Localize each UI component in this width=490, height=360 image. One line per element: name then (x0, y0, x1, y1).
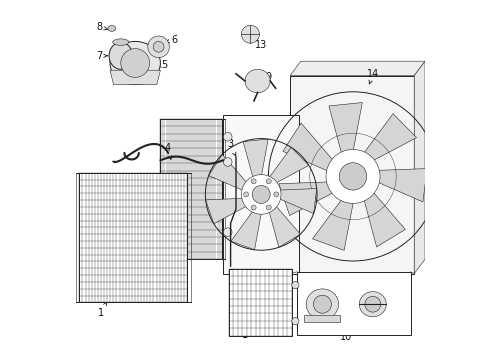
Ellipse shape (359, 292, 386, 317)
Circle shape (292, 282, 299, 289)
Polygon shape (360, 181, 405, 247)
Bar (297, 272, 411, 335)
Circle shape (223, 132, 232, 141)
Text: 15: 15 (251, 141, 264, 156)
Polygon shape (79, 173, 187, 302)
Circle shape (223, 158, 232, 166)
Circle shape (314, 295, 331, 313)
Ellipse shape (108, 26, 116, 31)
Text: 4: 4 (165, 143, 172, 159)
Circle shape (365, 296, 381, 312)
Polygon shape (283, 123, 343, 177)
Circle shape (244, 192, 248, 197)
Circle shape (223, 228, 232, 237)
Circle shape (251, 179, 256, 184)
Polygon shape (209, 154, 254, 195)
Polygon shape (268, 189, 317, 213)
Polygon shape (206, 198, 257, 224)
Polygon shape (231, 202, 263, 250)
Text: 6: 6 (166, 35, 178, 45)
Polygon shape (414, 61, 425, 274)
Text: 13: 13 (255, 37, 268, 50)
Bar (304, 315, 341, 322)
Circle shape (121, 49, 149, 77)
Text: 7: 7 (96, 51, 108, 61)
Circle shape (252, 185, 270, 203)
Circle shape (242, 25, 259, 43)
Circle shape (326, 149, 380, 203)
Text: 1: 1 (98, 302, 106, 318)
Text: 11: 11 (298, 301, 315, 315)
Circle shape (266, 179, 271, 184)
Circle shape (292, 318, 299, 325)
Polygon shape (160, 119, 221, 259)
Polygon shape (363, 168, 427, 202)
Ellipse shape (109, 42, 132, 69)
Polygon shape (110, 70, 160, 85)
Text: 14: 14 (367, 69, 379, 84)
Circle shape (274, 192, 279, 197)
Text: 5: 5 (158, 60, 167, 70)
Bar (290, 76, 414, 274)
Polygon shape (243, 139, 268, 189)
Circle shape (242, 175, 281, 214)
Bar (229, 269, 292, 336)
Circle shape (148, 36, 170, 58)
Bar (223, 115, 299, 274)
Ellipse shape (306, 289, 339, 320)
Polygon shape (279, 181, 346, 216)
Text: 3: 3 (227, 139, 236, 156)
Ellipse shape (113, 39, 129, 45)
Polygon shape (355, 114, 416, 167)
Ellipse shape (245, 69, 270, 93)
Polygon shape (266, 198, 300, 247)
Ellipse shape (110, 41, 160, 85)
Text: 1: 1 (242, 324, 250, 340)
Polygon shape (329, 103, 362, 168)
Text: 12: 12 (361, 301, 373, 315)
Text: 9: 9 (265, 72, 271, 88)
Polygon shape (290, 61, 425, 76)
Text: 10: 10 (340, 332, 352, 342)
Circle shape (251, 205, 256, 210)
Circle shape (266, 205, 271, 210)
Polygon shape (313, 188, 356, 250)
Circle shape (153, 41, 164, 52)
Text: 2: 2 (143, 175, 155, 185)
Circle shape (339, 163, 367, 190)
Text: 8: 8 (96, 22, 108, 32)
Polygon shape (263, 147, 309, 188)
